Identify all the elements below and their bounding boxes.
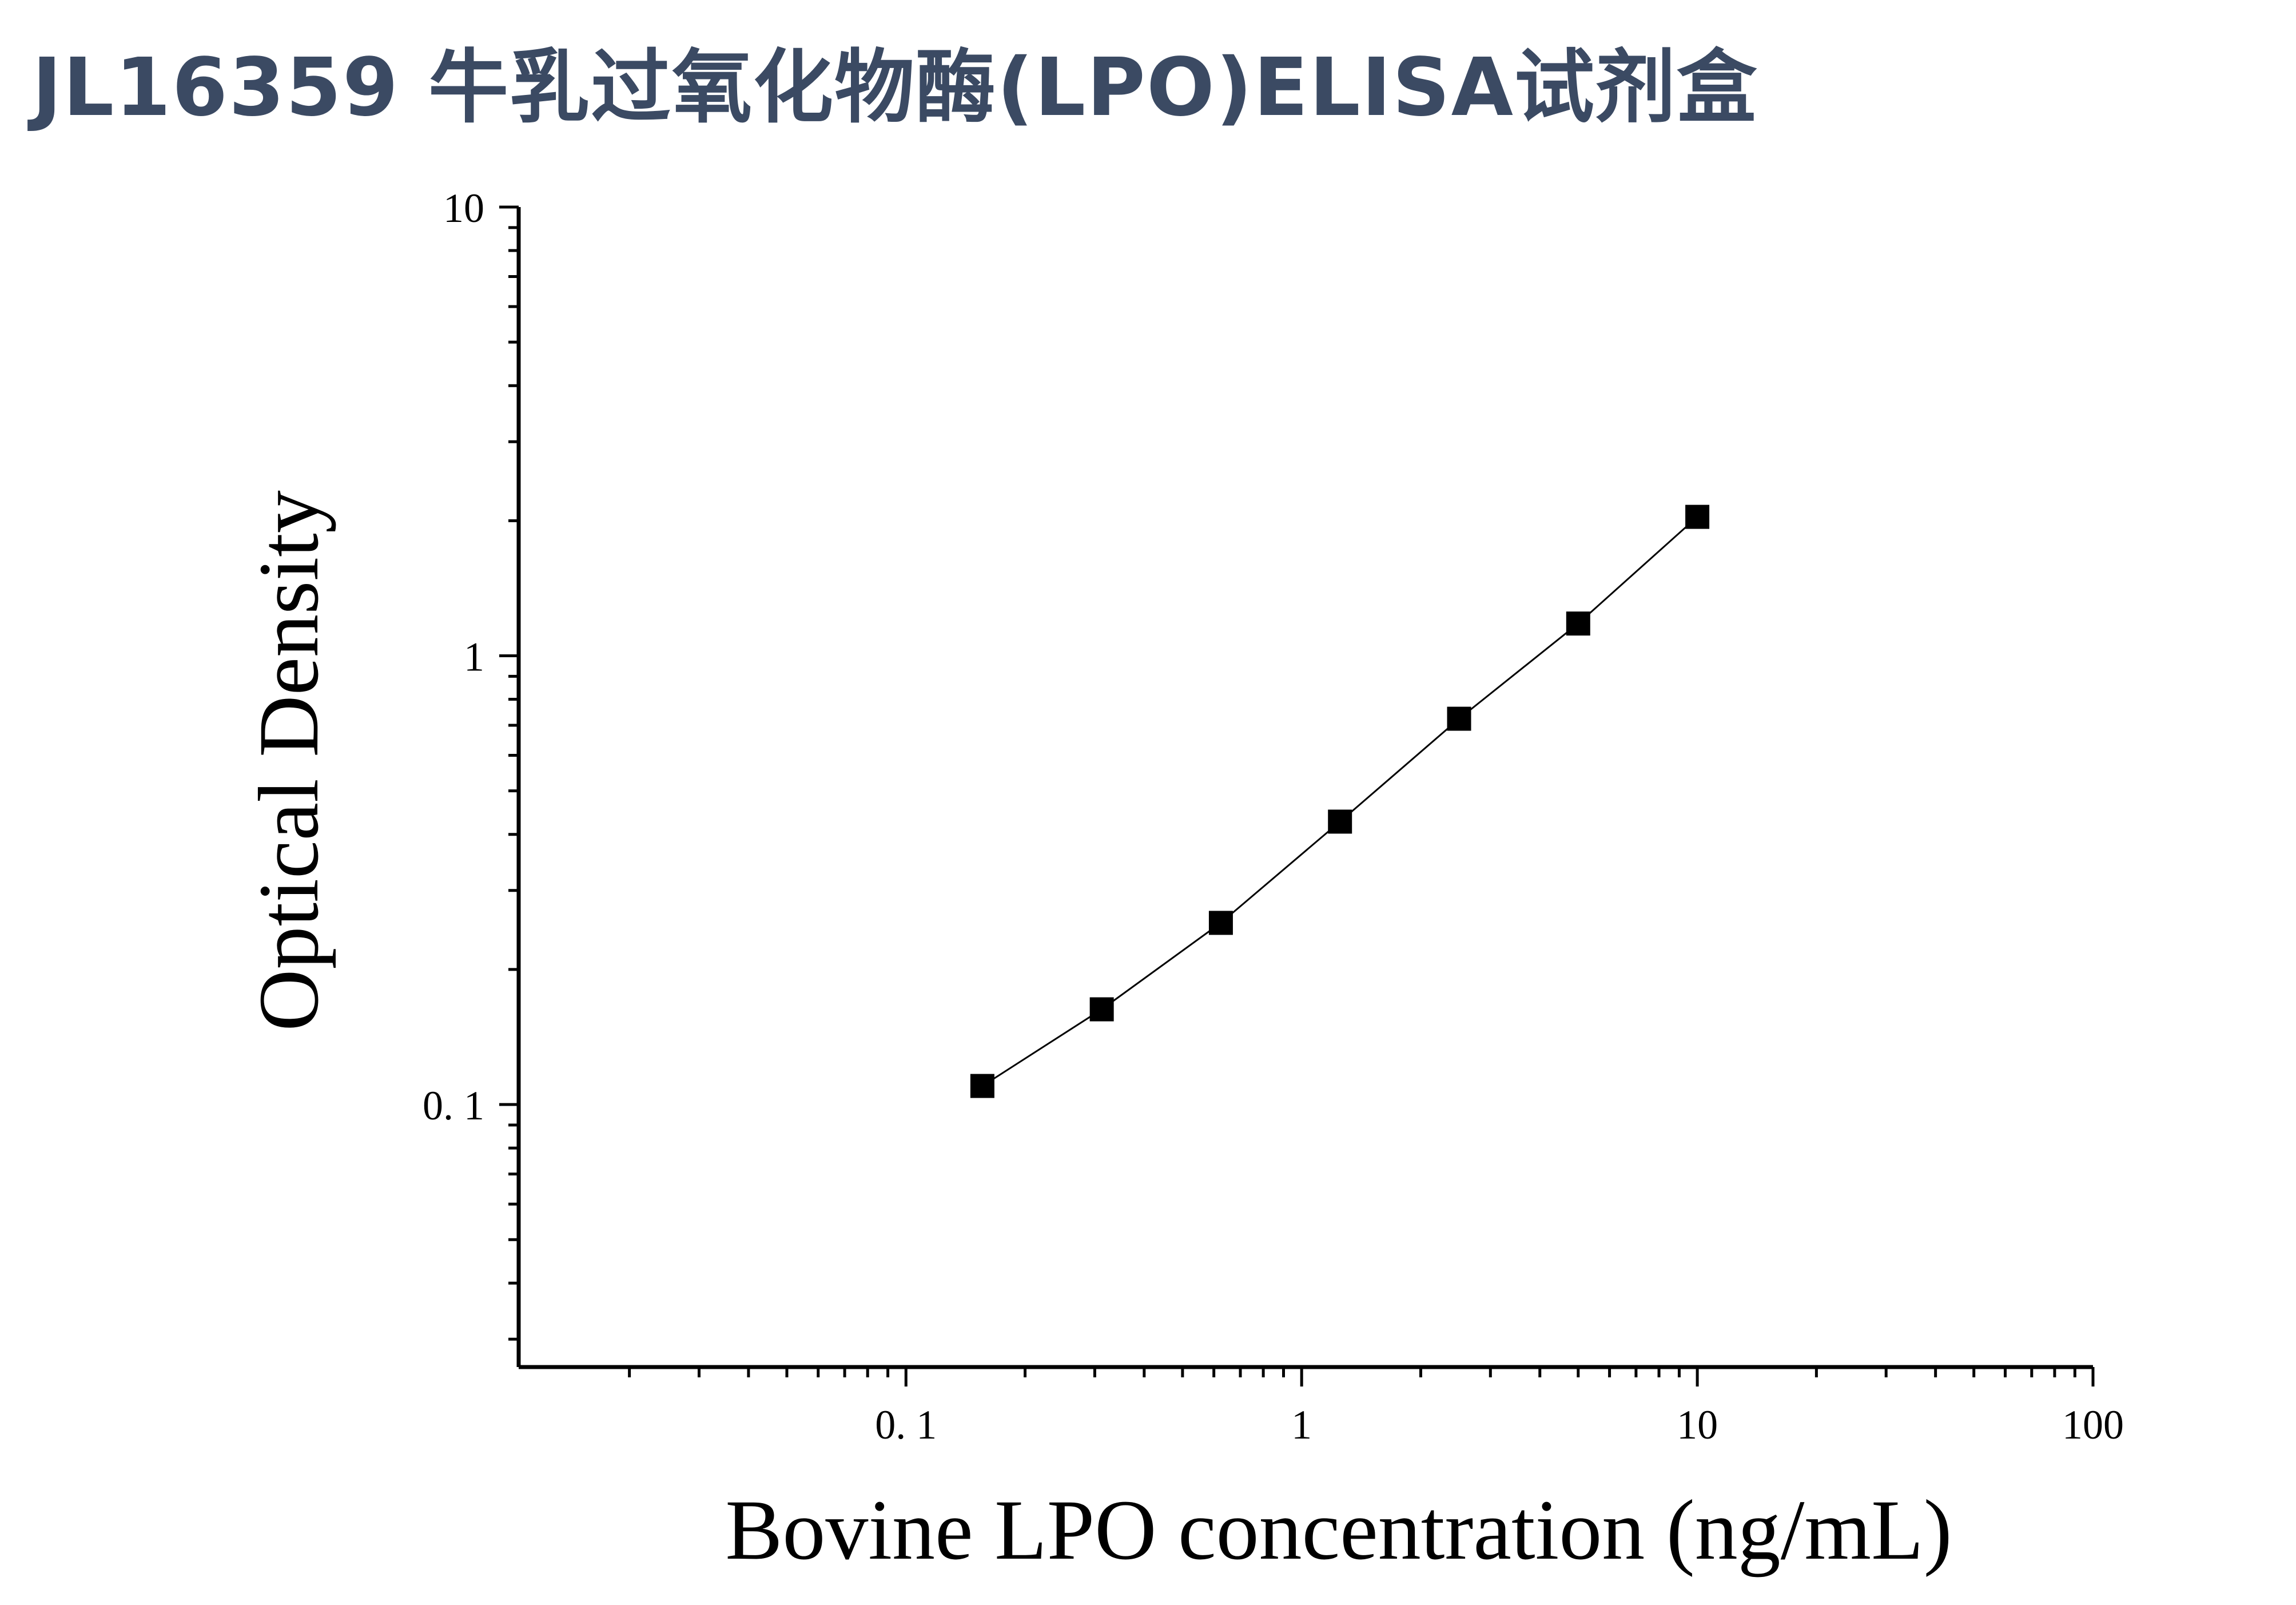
y-tick-label: 1 — [464, 634, 484, 680]
data-point — [1328, 809, 1352, 834]
data-point — [1685, 504, 1710, 529]
y-axis-title: Optical Density — [241, 490, 336, 1031]
data-point — [1447, 706, 1471, 731]
x-tick-label: 10 — [1677, 1402, 1718, 1448]
axes: 0. 1 1 10 100 0. 1 1 10 — [423, 185, 2124, 1448]
data-point — [970, 1074, 994, 1098]
data-point — [1566, 611, 1590, 636]
x-tick-label: 1 — [1291, 1402, 1312, 1448]
y-tick-label: 0. 1 — [423, 1083, 484, 1129]
data-point — [1208, 911, 1233, 935]
data-layer — [970, 504, 1710, 1098]
series-line — [982, 516, 1698, 1087]
x-tick-label: 0. 1 — [875, 1402, 937, 1448]
y-tick-label: 10 — [443, 185, 484, 231]
data-point — [1089, 997, 1114, 1022]
x-axis-title: Bovine LPO concentration (ng/mL) — [725, 1483, 1952, 1578]
page-title: JL16359 牛乳过氧化物酶(LPO)ELISA试剂盒 — [32, 41, 1758, 134]
x-tick-label: 100 — [2062, 1402, 2124, 1448]
